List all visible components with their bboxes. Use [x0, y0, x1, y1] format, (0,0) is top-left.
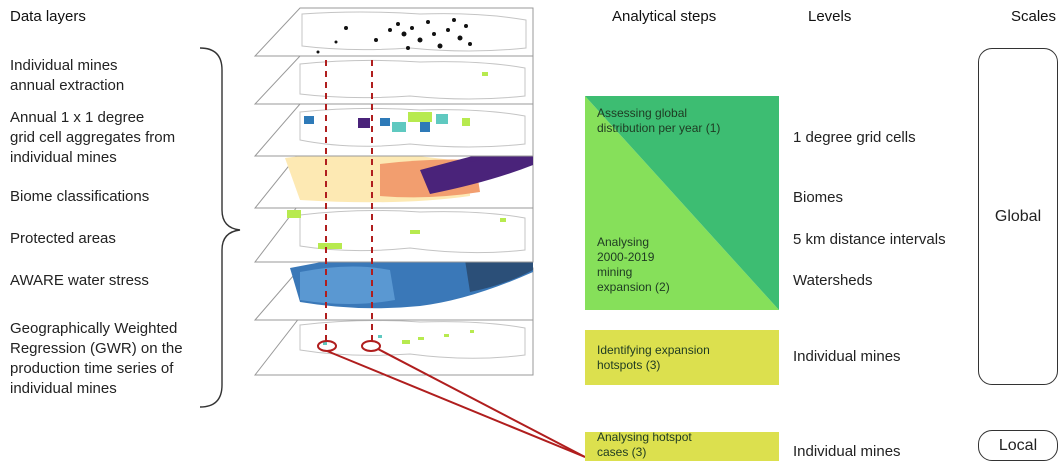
layer-label-biomes: Biome classifications	[10, 188, 150, 205]
layer-label-individual-mines: Individual mines annual extraction	[10, 57, 125, 94]
layer-label-gwr: Geographically Weighted Regression (GWR) …	[10, 320, 183, 397]
level-distance-intervals: 5 km distance intervals	[793, 231, 946, 248]
level-individual-mines-cases: Individual mines	[793, 443, 901, 460]
layer-label-water-stress: AWARE water stress	[10, 272, 149, 289]
header-scales: Scales	[1011, 8, 1057, 25]
step-block-dark	[585, 96, 779, 310]
layer-individual-mines	[253, 7, 534, 57]
level-grid-cells: 1 degree grid cells	[793, 129, 916, 146]
grouping-brace	[199, 47, 241, 408]
scale-local: Local	[978, 430, 1058, 461]
header-data-layers: Data layers	[10, 8, 86, 25]
layer-protected-areas	[253, 202, 534, 263]
layer-gwr	[253, 316, 534, 376]
header-analytical-steps: Analytical steps	[612, 8, 717, 25]
layer-grid-aggregates	[253, 103, 534, 157]
layer-label-grid-aggregates: Annual 1 x 1 degree grid cell aggregates …	[10, 109, 176, 166]
step-analysing-expansion: Analysing 2000-2019 mining expansion (2)	[597, 235, 670, 294]
level-biomes: Biomes	[793, 189, 844, 206]
hotspot-connector-right	[377, 348, 586, 458]
header-levels: Levels	[808, 8, 852, 25]
hotspot-marker-right	[361, 340, 381, 352]
hotspot-connector-left	[326, 350, 586, 458]
step-box-hotspot-cases	[585, 432, 779, 461]
step-box-hotspots	[585, 330, 779, 385]
layer-outline	[253, 55, 534, 105]
layer-label-protected-areas: Protected areas	[10, 230, 116, 247]
step-identifying-hotspots: Identifying expansion hotspots (3)	[597, 343, 710, 372]
step-analysing-hotspot-cases: Analysing hotspot cases (3)	[597, 430, 692, 459]
level-watersheds: Watersheds	[793, 272, 873, 289]
scale-global: Global	[978, 48, 1058, 385]
step-assessing-distribution: Assessing global distribution per year (1…	[597, 106, 721, 135]
level-individual-mines: Individual mines	[793, 348, 901, 365]
